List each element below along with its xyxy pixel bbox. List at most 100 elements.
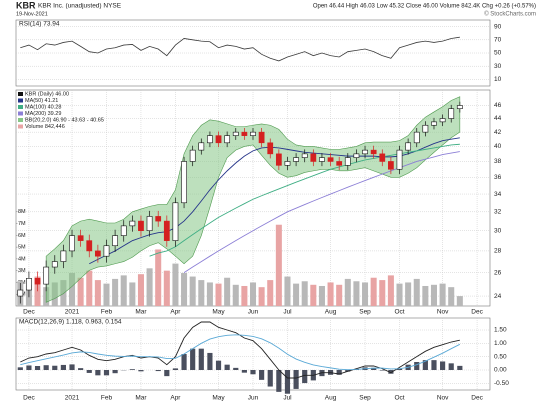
macd-histogram-bar: [250, 370, 256, 375]
candle-body: [293, 157, 299, 162]
volume-tick-label: 4M: [18, 256, 26, 262]
candle-body: [258, 131, 265, 144]
x-tick-label: Oct: [394, 309, 404, 316]
candle-body: [336, 161, 343, 166]
volume-bar: [396, 283, 403, 306]
candle-body: [224, 135, 231, 144]
volume-bar: [206, 282, 213, 306]
candle-body: [301, 153, 308, 158]
volume-bar: [275, 224, 282, 306]
company-name: KBR Inc. (unadjusted) NYSE: [38, 3, 122, 10]
panel-title: MACD(12,26,9) 1.118, 0.963, 0.154: [19, 319, 122, 326]
macd-histogram-bar: [34, 366, 41, 370]
candle-body: [275, 153, 282, 166]
macd-histogram-bar: [233, 367, 239, 370]
volume-bar: [241, 285, 248, 306]
x-tick-label: Mar: [135, 395, 147, 402]
candle-body: [120, 225, 127, 236]
volume-bar: [284, 276, 291, 306]
candle-body: [422, 124, 429, 133]
legend-label: BB(20,2.0) 46.90 - 43.63 - 40.65: [25, 117, 104, 123]
candle-body: [215, 135, 222, 144]
candle-body: [112, 235, 118, 247]
y-tick-label: 34: [494, 191, 502, 198]
macd-histogram-bar: [155, 370, 161, 372]
moving-average: [183, 151, 460, 273]
macd-histogram-bar: [284, 370, 291, 394]
candle-body: [181, 161, 187, 204]
volume-tick-label: 5M: [18, 245, 26, 251]
volume-bar: [344, 278, 351, 306]
macd-histogram-bar: [17, 367, 23, 370]
candle-body: [138, 220, 144, 232]
x-tick-label: Nov: [437, 309, 449, 316]
y-tick-label: 42: [494, 129, 502, 136]
macd-histogram-bar: [60, 364, 66, 370]
rsi-line: [20, 36, 460, 62]
candle-body: [319, 157, 325, 162]
y-tick-label: 90: [494, 23, 502, 30]
macd-histogram-bar: [345, 370, 351, 372]
volume-bar: [249, 282, 257, 306]
macd-histogram-bar: [190, 348, 196, 370]
volume-bar: [34, 276, 41, 306]
candle-body: [94, 250, 101, 257]
y-tick-label: 10: [494, 76, 502, 83]
quote: Open 46.44 High 46.03 Low 45.32 Close 46…: [313, 4, 536, 10]
x-tick-label: Dec: [471, 395, 483, 402]
volume-bar: [232, 284, 239, 306]
y-tick-label: 28: [494, 248, 502, 255]
y-tick-label: -0.50: [494, 380, 509, 387]
macd-line: [20, 334, 461, 371]
y-tick-label: 1.00: [494, 340, 507, 347]
candle-body: [232, 131, 239, 136]
x-tick-label: Sep: [359, 309, 371, 316]
macd-histogram-bar: [69, 364, 75, 370]
x-tick-label: 2021: [65, 395, 80, 402]
macd-histogram-bar: [26, 365, 32, 370]
volume-bar: [370, 277, 377, 306]
macd-histogram-bar: [371, 367, 377, 370]
candle-body: [362, 149, 368, 155]
macd-histogram-bar: [267, 370, 273, 387]
volume-bar: [448, 287, 455, 306]
candle-body: [344, 157, 351, 166]
candle-body: [448, 108, 455, 119]
volume-bar: [198, 280, 205, 306]
macd-histogram-bar: [440, 361, 446, 370]
candle-body: [456, 105, 463, 110]
volume-bar: [301, 281, 308, 306]
y-tick-label: 50: [494, 50, 502, 57]
volume-bar: [353, 281, 360, 306]
y-tick-label: 36: [494, 174, 502, 181]
candle-body: [17, 289, 24, 297]
x-tick-label: Sep: [359, 395, 371, 402]
x-tick-label: Dec: [23, 309, 35, 316]
candle-body: [77, 235, 84, 241]
candle-body: [163, 220, 170, 241]
volume-bar: [155, 249, 162, 306]
x-tick-label: Apr: [170, 395, 181, 402]
macd-histogram-bar: [336, 370, 342, 375]
macd-histogram-bar: [103, 370, 110, 376]
volume-bar: [336, 284, 343, 306]
y-tick-label: 30: [494, 227, 502, 234]
volume-tick-label: 3M: [18, 268, 26, 274]
macd-histogram-bar: [396, 368, 403, 370]
volume-bar: [86, 270, 93, 306]
legend-swatch: [18, 105, 23, 109]
y-tick-label: 40: [494, 143, 502, 150]
macd-histogram-bar: [224, 364, 230, 370]
candle-body: [413, 131, 420, 144]
legend-swatch: [18, 124, 23, 129]
candle-body: [103, 245, 110, 257]
volume-bar: [224, 277, 231, 306]
y-tick-label: 32: [494, 209, 502, 216]
volume-bar: [258, 287, 265, 306]
candle-body: [439, 118, 446, 123]
candle-body: [431, 121, 437, 126]
volume-tick-label: 8M: [18, 209, 26, 215]
x-tick-label: 2021: [65, 309, 80, 316]
volume-bar: [94, 280, 101, 306]
